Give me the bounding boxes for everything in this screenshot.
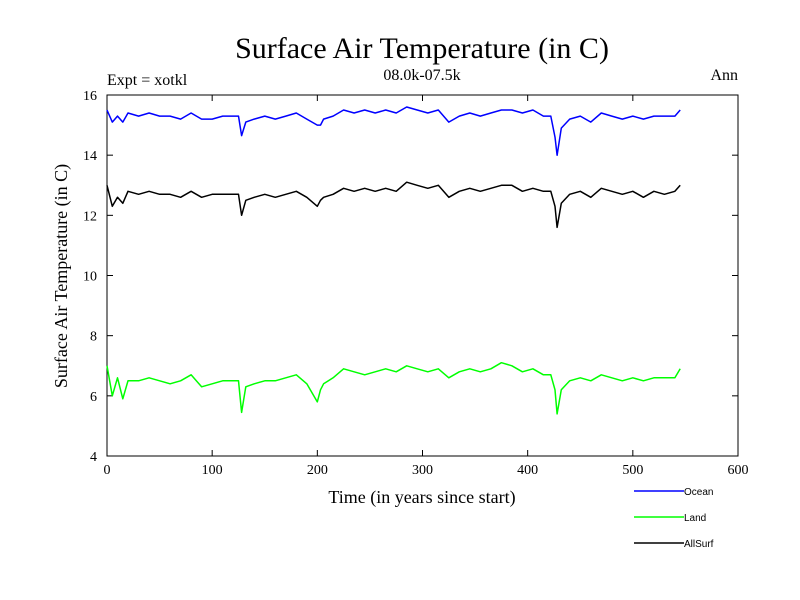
x-tick-label: 200 — [307, 463, 328, 478]
legend-label-ocean: Ocean — [684, 487, 713, 498]
x-axis-label: Time (in years since start) — [328, 487, 515, 508]
x-tick-label: 0 — [104, 463, 111, 478]
y-tick-label: 6 — [90, 390, 97, 405]
x-tick-label: 400 — [517, 463, 538, 478]
series-lines — [106, 106, 681, 415]
axis-ticks: 0 100 200 300 400 500 600 4 6 8 10 12 14 16 — [83, 89, 749, 478]
y-tick-label: 14 — [83, 149, 97, 164]
x-tick-label: 300 — [412, 463, 433, 478]
x-tick-label: 500 — [622, 463, 643, 478]
y-tick-label: 12 — [83, 209, 97, 224]
y-tick-label: 8 — [90, 330, 97, 345]
series-line-land — [106, 361, 681, 415]
period-label: 08.0k-07.5k — [383, 67, 460, 84]
y-tick-label: 4 — [90, 450, 97, 465]
series-line-allsurf — [106, 181, 681, 229]
chart-title: Surface Air Temperature (in C) — [235, 32, 609, 65]
expt-label: Expt = xotkl — [107, 72, 188, 89]
y-tick-label: 16 — [83, 89, 97, 104]
y-axis-label: Surface Air Temperature (in C) — [51, 164, 72, 388]
legend-label-land: Land — [684, 513, 706, 524]
x-tick-label: 600 — [728, 463, 749, 478]
season-label: Ann — [710, 67, 738, 84]
plot-frame — [106, 94, 739, 457]
x-tick-label: 100 — [202, 463, 223, 478]
legend: Ocean Land AllSurf — [634, 487, 714, 550]
series-line-ocean — [106, 106, 681, 156]
legend-label-allsurf: AllSurf — [684, 539, 714, 550]
y-tick-label: 10 — [83, 270, 97, 285]
